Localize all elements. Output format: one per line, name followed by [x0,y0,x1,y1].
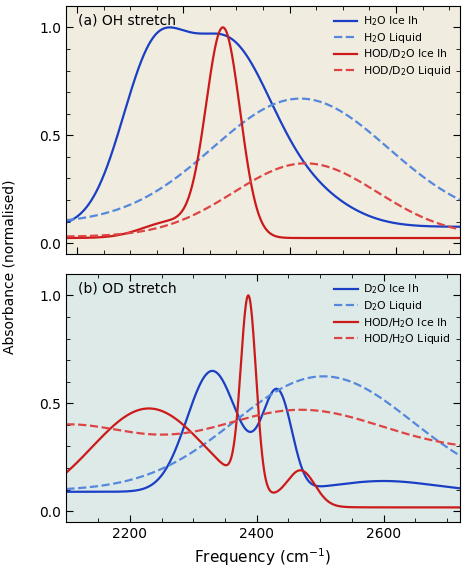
H$_2$O Liquid [298,95,303,102]
HOD/D$_2$O Liquid [374,188,379,195]
D$_2$O Ice Ih [255,421,261,428]
HOD/D$_2$O Liquid [255,175,261,182]
D$_2$O Liquid [446,445,451,452]
D$_2$O Ice Ih [457,485,463,492]
H$_2$O Liquid [457,196,463,203]
Text: (a) OH stretch: (a) OH stretch [78,13,176,27]
HOD/H$_2$O Ice Ih [255,398,261,405]
HOD/D$_2$O Ice Ih [446,234,452,241]
HOD/H$_2$O Ice Ih [245,293,250,300]
D$_2$O Liquid [374,392,379,398]
HOD/H$_2$O Ice Ih [246,292,251,299]
HOD/D$_2$O Ice Ih [245,159,250,166]
HOD/D$_2$O Liquid [83,233,89,240]
Line: HOD/H$_2$O Liquid: HOD/H$_2$O Liquid [66,409,460,445]
Line: D$_2$O Liquid: D$_2$O Liquid [66,376,460,489]
HOD/H$_2$O Ice Ih [446,504,451,511]
HOD/H$_2$O Liquid [83,422,89,429]
HOD/H$_2$O Ice Ih [64,469,69,476]
H$_2$O Ice Ih [446,223,451,230]
D$_2$O Ice Ih [446,484,451,491]
H$_2$O Liquid [374,135,379,142]
HOD/H$_2$O Liquid [446,440,451,447]
HOD/D$_2$O Ice Ih [220,24,226,31]
D$_2$O Ice Ih [446,484,451,491]
D$_2$O Liquid [64,485,69,492]
HOD/H$_2$O Liquid [374,421,379,428]
H$_2$O Ice Ih [255,71,261,78]
D$_2$O Ice Ih [374,477,379,484]
H$_2$O Liquid [245,116,250,123]
D$_2$O Ice Ih [245,427,250,434]
Legend: D$_2$O Ice Ih, D$_2$O Liquid, HOD/H$_2$O Ice Ih, HOD/H$_2$O Liquid: D$_2$O Ice Ih, D$_2$O Liquid, HOD/H$_2$O… [331,279,455,350]
Line: H$_2$O Liquid: H$_2$O Liquid [66,99,460,220]
H$_2$O Ice Ih [167,24,173,31]
H$_2$O Liquid [255,109,261,116]
HOD/H$_2$O Ice Ih [457,504,463,511]
HOD/D$_2$O Ice Ih [64,234,69,241]
H$_2$O Ice Ih [245,53,250,60]
Line: HOD/D$_2$O Ice Ih: HOD/D$_2$O Ice Ih [66,27,460,238]
HOD/D$_2$O Liquid [446,223,451,230]
HOD/H$_2$O Liquid [298,406,304,413]
HOD/D$_2$O Liquid [303,160,309,167]
HOD/D$_2$O Liquid [457,226,463,233]
D$_2$O Liquid [457,452,463,459]
H$_2$O Ice Ih [374,215,379,222]
H$_2$O Liquid [64,217,69,224]
D$_2$O Ice Ih [210,367,215,374]
Text: Absorbance (normalised): Absorbance (normalised) [2,180,17,354]
Legend: H$_2$O Ice Ih, H$_2$O Liquid, HOD/D$_2$O Ice Ih, HOD/D$_2$O Liquid: H$_2$O Ice Ih, H$_2$O Liquid, HOD/D$_2$O… [330,11,455,81]
Line: HOD/D$_2$O Liquid: HOD/D$_2$O Liquid [66,164,460,237]
HOD/D$_2$O Ice Ih [255,208,261,215]
HOD/D$_2$O Ice Ih [426,234,432,241]
X-axis label: Frequency (cm$^{-1}$): Frequency (cm$^{-1}$) [194,546,332,568]
D$_2$O Ice Ih [83,488,89,495]
H$_2$O Liquid [83,214,89,221]
Text: (b) OD stretch: (b) OD stretch [78,281,177,295]
Line: HOD/H$_2$O Ice Ih: HOD/H$_2$O Ice Ih [66,295,460,508]
HOD/D$_2$O Liquid [64,233,69,240]
HOD/H$_2$O Ice Ih [83,450,89,456]
H$_2$O Liquid [446,190,451,197]
HOD/H$_2$O Liquid [255,412,261,419]
H$_2$O Ice Ih [64,219,69,226]
D$_2$O Ice Ih [64,488,69,495]
H$_2$O Liquid [446,190,451,197]
HOD/H$_2$O Liquid [446,440,451,447]
D$_2$O Liquid [446,445,451,452]
H$_2$O Ice Ih [457,223,463,230]
HOD/H$_2$O Liquid [64,421,69,428]
H$_2$O Ice Ih [83,204,89,211]
H$_2$O Ice Ih [446,223,451,230]
D$_2$O Liquid [320,373,326,380]
HOD/H$_2$O Ice Ih [374,504,379,511]
Line: D$_2$O Ice Ih: D$_2$O Ice Ih [66,371,460,492]
HOD/H$_2$O Liquid [245,415,250,422]
D$_2$O Liquid [83,484,89,491]
Line: H$_2$O Ice Ih: H$_2$O Ice Ih [66,27,460,227]
D$_2$O Liquid [245,408,250,415]
HOD/D$_2$O Ice Ih [374,234,379,241]
HOD/D$_2$O Ice Ih [83,234,89,241]
HOD/H$_2$O Ice Ih [446,504,451,511]
HOD/D$_2$O Ice Ih [457,234,463,241]
HOD/D$_2$O Ice Ih [446,234,451,241]
HOD/D$_2$O Liquid [446,223,451,230]
HOD/D$_2$O Liquid [245,180,250,187]
D$_2$O Liquid [255,400,261,407]
HOD/H$_2$O Liquid [457,442,463,449]
